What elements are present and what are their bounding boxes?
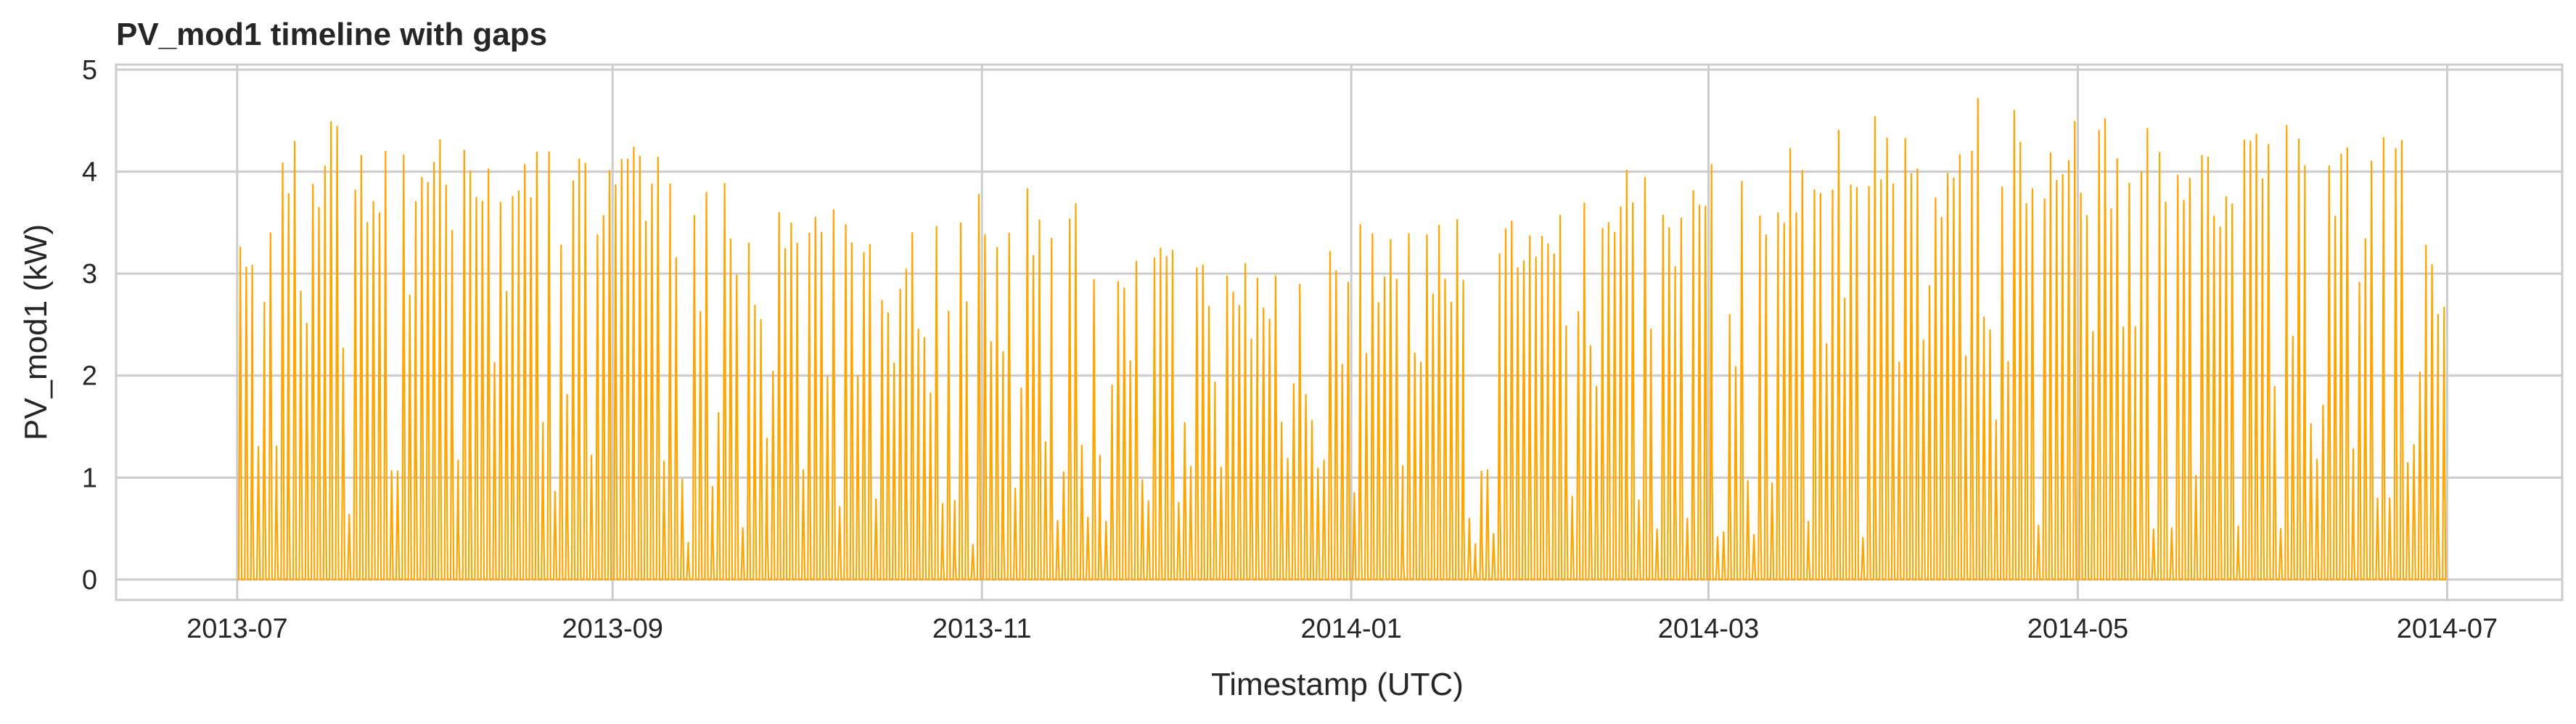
y-tick-label: 5 (82, 55, 97, 86)
x-tick-label: 2014-05 (2027, 614, 2128, 644)
x-tick-label: 2014-07 (2397, 614, 2498, 644)
y-tick-label: 0 (82, 565, 97, 596)
x-axis-label: Timestamp (UTC) (1211, 667, 1464, 702)
y-axis-label: PV_mod1 (kW) (18, 224, 54, 440)
x-tick-label: 2013-07 (186, 614, 287, 644)
y-tick-label: 3 (82, 259, 97, 289)
y-tick-labels: 0 1 2 3 4 5 (82, 55, 97, 596)
x-tick-labels: 2013-07 2013-09 2013-11 2014-01 2014-03 2014-… (186, 614, 2498, 644)
series-line (237, 97, 2447, 580)
chart-title: PV_mod1 timeline with gaps (116, 17, 547, 52)
y-tick-label: 1 (82, 463, 97, 493)
x-tick-label: 2013-11 (932, 614, 1032, 644)
x-tick-label: 2014-01 (1300, 614, 1401, 644)
y-tick-label: 2 (82, 361, 97, 392)
plot-frame (115, 63, 2564, 601)
y-tick-label: 4 (82, 157, 97, 188)
x-tick-label: 2013-09 (562, 614, 663, 644)
x-tick-label: 2014-03 (1658, 614, 1759, 644)
